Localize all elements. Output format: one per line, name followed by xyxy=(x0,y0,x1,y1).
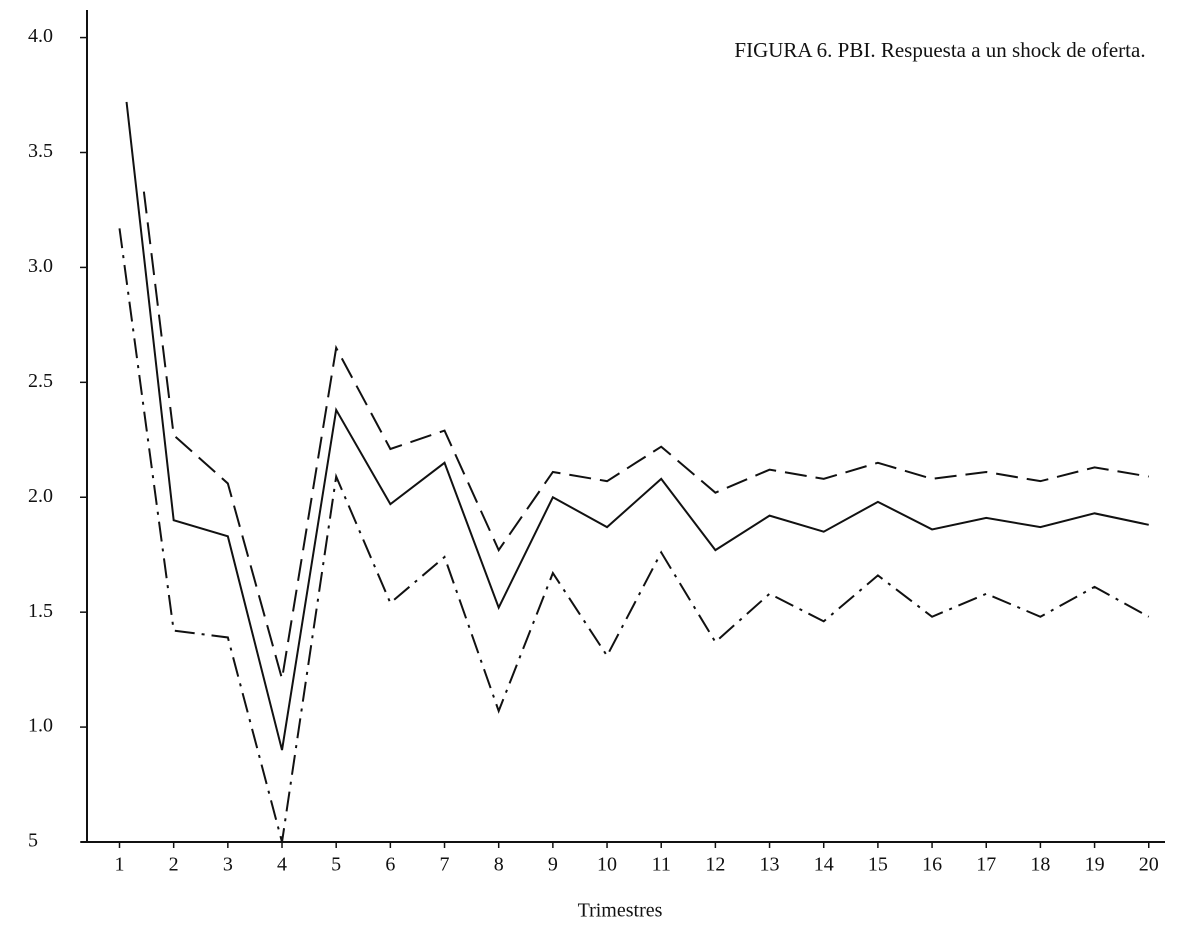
x-tick-label: 16 xyxy=(922,854,942,876)
x-tick-label: 20 xyxy=(1139,854,1159,876)
x-tick-label: 1 xyxy=(115,854,125,876)
x-tick-label: 2 xyxy=(169,854,179,876)
x-tick-label: 10 xyxy=(597,854,617,876)
y-tick-label: 1.0 xyxy=(28,715,53,737)
line-series xyxy=(118,228,1150,843)
y-tick-label: 3.5 xyxy=(28,140,53,162)
y-tick-label: 3.0 xyxy=(28,255,53,277)
x-tick-label: 11 xyxy=(652,854,671,876)
y-tick-label: 1.5 xyxy=(28,600,53,622)
x-axis-label: Trimestres xyxy=(578,900,663,922)
x-tick-label: 5 xyxy=(331,854,341,876)
x-tick-label: 12 xyxy=(705,854,725,876)
y-tick-label: 2.5 xyxy=(28,370,53,392)
line-series xyxy=(125,101,1149,751)
x-tick-label: 17 xyxy=(976,854,996,876)
x-tick-label: 19 xyxy=(1085,854,1105,876)
line-series xyxy=(142,191,1149,680)
chart-title: FIGURA 6. PBI. Respuesta a un shock de o… xyxy=(734,38,1145,62)
x-tick-label: 8 xyxy=(494,854,504,876)
x-tick-label: 15 xyxy=(868,854,888,876)
x-tick-label: 13 xyxy=(760,854,780,876)
x-tick-label: 7 xyxy=(440,854,450,876)
x-tick-label: 3 xyxy=(223,854,233,876)
x-tick-label: 4 xyxy=(277,854,287,876)
x-tick-label: 14 xyxy=(814,854,834,876)
y-tick-label: 2.0 xyxy=(28,485,53,507)
x-tick-label: 9 xyxy=(548,854,558,876)
x-tick-label: 18 xyxy=(1030,854,1050,876)
y-tick-label: 4.0 xyxy=(28,25,53,47)
x-tick-label: 6 xyxy=(385,854,395,876)
y-tick-label: 5 xyxy=(28,830,38,852)
